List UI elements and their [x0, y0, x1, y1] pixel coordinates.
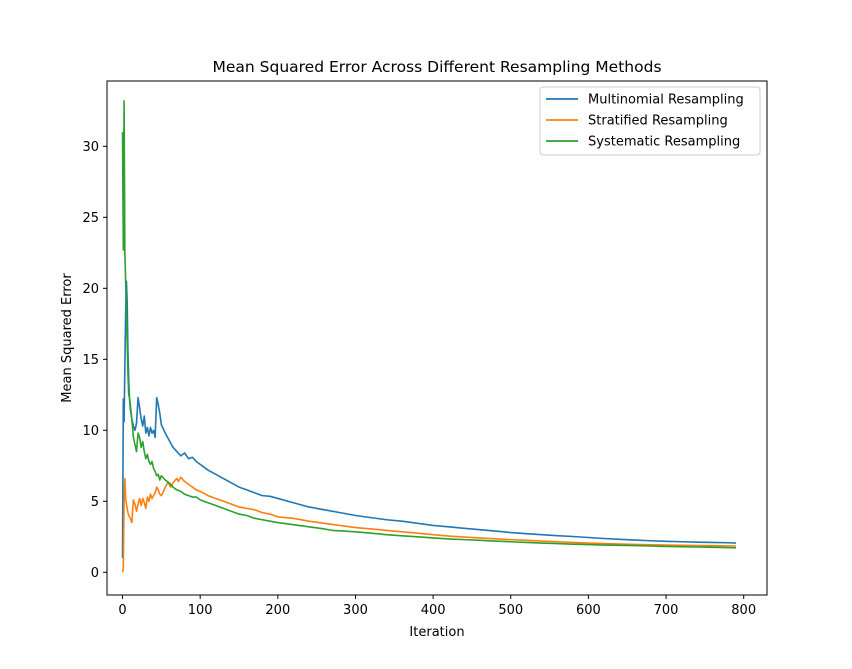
y-tick-label: 30 [82, 140, 99, 155]
y-tick-label: 15 [82, 353, 99, 368]
x-tick-label: 200 [265, 603, 290, 618]
x-tick-label: 100 [188, 603, 213, 618]
x-tick-label: 0 [118, 603, 126, 618]
y-tick-label: 25 [82, 211, 99, 226]
y-tick-label: 20 [82, 282, 99, 297]
x-tick-label: 800 [731, 603, 756, 618]
legend-label-2: Systematic Resampling [588, 135, 740, 150]
x-tick-label: 500 [498, 603, 523, 618]
legend-label-1: Stratified Resampling [588, 114, 728, 129]
y-tick-label: 5 [91, 495, 99, 510]
plot-series [121, 100, 736, 573]
x-tick-label: 400 [421, 603, 446, 618]
y-axis-ticks: 0 5 10 15 20 25 30 [82, 140, 107, 581]
series-line-0 [121, 280, 736, 559]
y-tick-label: 0 [91, 566, 99, 581]
x-tick-label: 300 [343, 603, 368, 618]
y-axis-label: Mean Squared Error [60, 273, 75, 403]
plot-frame [106, 80, 768, 596]
x-axis-label: Iteration [409, 625, 464, 640]
x-tick-label: 700 [654, 603, 679, 618]
legend-label-0: Multinomial Resampling [588, 93, 744, 108]
series-line-2 [121, 100, 736, 549]
legend: Multinomial Resampling Stratified Resampl… [539, 86, 761, 156]
x-tick-label: 600 [576, 603, 601, 618]
legend-box [539, 86, 761, 156]
x-axis-ticks: 0 100 200 300 400 500 600 700 800 [118, 595, 756, 618]
series-line-1 [121, 476, 736, 573]
chart-title: Mean Squared Error Across Different Resa… [212, 58, 661, 76]
y-tick-label: 10 [82, 424, 99, 439]
